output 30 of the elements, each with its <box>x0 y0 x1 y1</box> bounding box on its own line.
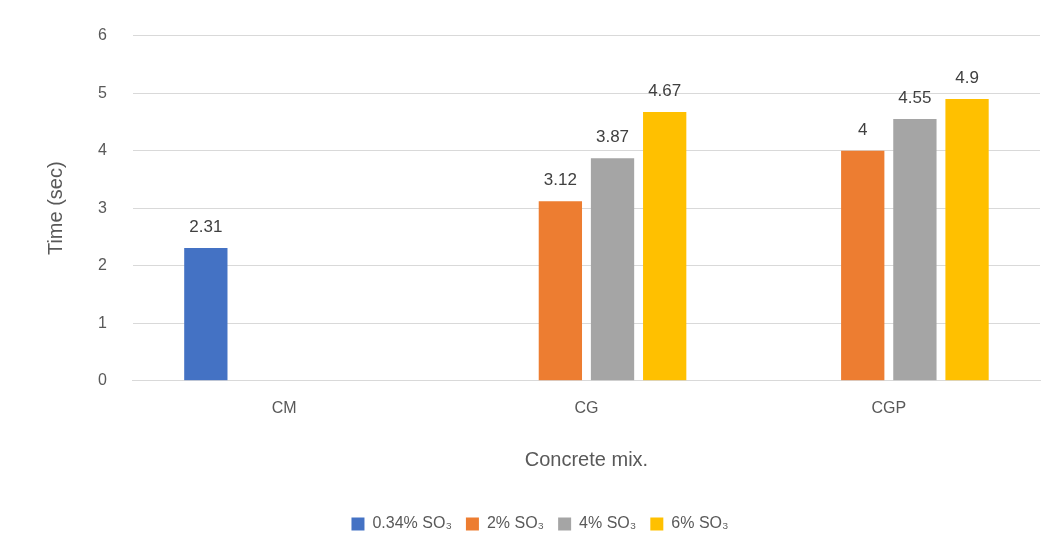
x-tick-label: CGP <box>871 398 907 416</box>
y-tick-label: 3 <box>97 198 107 216</box>
x-axis-title: Concrete mix. <box>524 447 649 470</box>
y-axis-title: Time (sec) <box>43 161 66 256</box>
y-tick-label: 4 <box>97 141 107 159</box>
y-tick-label: 1 <box>97 313 107 331</box>
data-label: 3.12 <box>543 170 577 190</box>
data-label: 2.31 <box>189 217 223 237</box>
bar <box>841 150 885 381</box>
bar <box>643 112 687 381</box>
x-tick-label: CM <box>271 398 297 416</box>
bar <box>945 98 989 381</box>
data-label: 4 <box>858 119 868 139</box>
y-tick-label: 6 <box>97 26 107 44</box>
legend-label: 2% SO₃ <box>486 514 545 532</box>
bar <box>538 201 583 381</box>
data-label: 4.55 <box>898 88 932 108</box>
bar <box>590 158 635 381</box>
y-tick-label: 2 <box>97 256 107 274</box>
data-label: 3.87 <box>595 127 630 147</box>
bar <box>184 247 228 381</box>
data-label: 4.9 <box>955 68 979 88</box>
legend-label: 0.34% SO₃ <box>372 514 452 532</box>
data-label: 4.67 <box>648 81 682 101</box>
legend-label: 6% SO₃ <box>671 514 729 532</box>
y-tick-label: 5 <box>97 83 107 101</box>
x-tick-label: CG <box>574 398 599 416</box>
y-tick-label: 0 <box>97 371 107 389</box>
bar <box>893 119 937 381</box>
legend-label: 4% SO₃ <box>579 514 637 532</box>
